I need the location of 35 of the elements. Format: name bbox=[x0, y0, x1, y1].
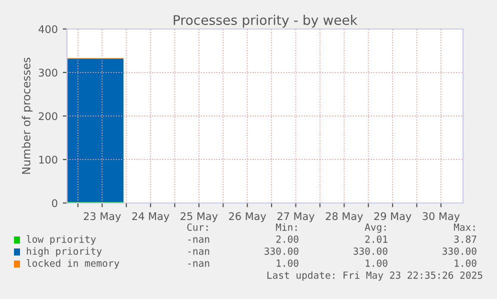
x-tick-label: 30 May bbox=[422, 212, 460, 222]
legend-label: high priority bbox=[26, 247, 102, 257]
text: 1.00 bbox=[276, 259, 298, 267]
text: 330.00 bbox=[442, 247, 476, 255]
x-tick-label: 25 May bbox=[180, 212, 218, 222]
text: 330.00 bbox=[264, 247, 298, 255]
y-tick-label: 300 bbox=[38, 68, 58, 77]
text: Last update: Fri May 23 22:35:26 2025 bbox=[267, 271, 482, 281]
text: Avg: bbox=[364, 224, 386, 233]
legend-label: locked in memory bbox=[26, 259, 120, 269]
text: -nan bbox=[188, 237, 210, 243]
y-tick-label: 100 bbox=[39, 156, 58, 164]
text: Min: bbox=[276, 223, 297, 231]
text: 2.00 bbox=[276, 235, 298, 243]
x-tick-label: 28 May bbox=[326, 212, 363, 222]
text: 3.87 bbox=[454, 235, 476, 243]
y-tick-label: 200 bbox=[38, 112, 58, 120]
x-tick-label: 27 May bbox=[277, 212, 314, 222]
y-axis-title: Number of processes bbox=[22, 58, 33, 174]
text: Cur: bbox=[187, 223, 208, 231]
x-tick-label: 24 May bbox=[132, 212, 170, 222]
text: Max: bbox=[454, 224, 475, 231]
legend-label: low priority bbox=[26, 235, 96, 245]
y-tick-label: 400 bbox=[38, 25, 58, 34]
text: -nan bbox=[188, 261, 210, 267]
text: -nan bbox=[188, 249, 210, 255]
x-tick-label: 29 May bbox=[374, 212, 412, 222]
text: 1.00 bbox=[454, 259, 476, 267]
text: 2.01 bbox=[365, 235, 388, 243]
y-tick-label: 0 bbox=[52, 199, 58, 208]
x-tick-label: 23 May bbox=[84, 212, 121, 222]
text: 1.00 bbox=[366, 259, 388, 267]
chart-title: Processes priority - by week bbox=[174, 14, 358, 28]
x-tick-label: 26 May bbox=[229, 212, 266, 222]
text: 330.00 bbox=[354, 247, 388, 255]
